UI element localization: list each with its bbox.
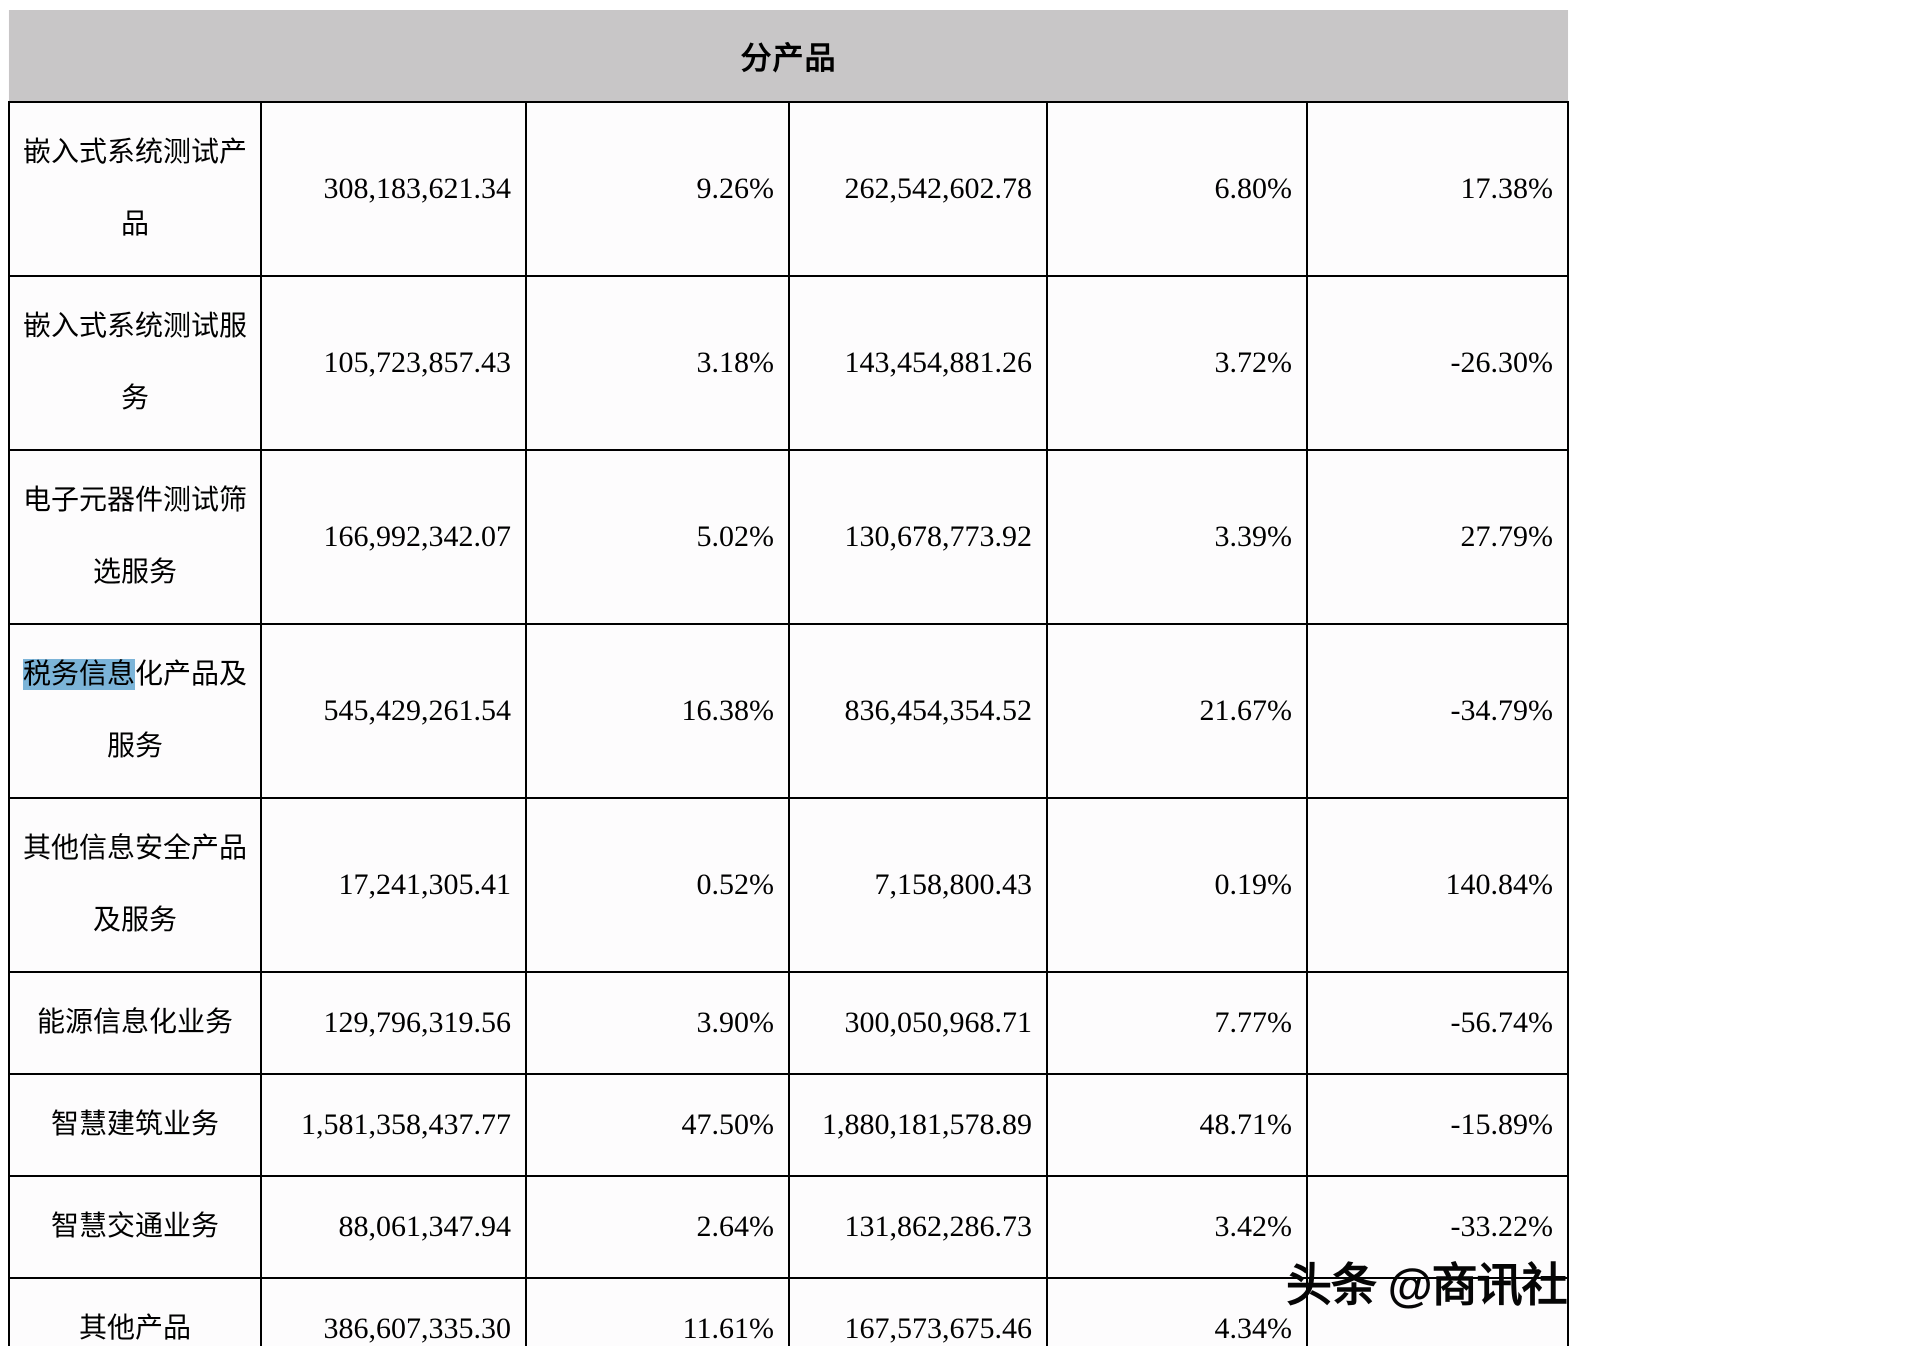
value-cell: 1,880,181,578.89 — [788, 1073, 1048, 1177]
group-header-title: 分产品 — [9, 10, 1568, 102]
value-cell: 3.42% — [1046, 1175, 1308, 1279]
watermark-text: 头条 @商讯社 — [1286, 1259, 1568, 1311]
value-cell: 545,429,261.54 — [260, 623, 527, 799]
value-cell: 308,183,621.34 — [260, 101, 527, 277]
value-cell: 5.02% — [525, 449, 790, 625]
value-cell: 4.34% — [1046, 1277, 1308, 1346]
value-cell: 836,454,354.52 — [788, 623, 1048, 799]
value-cell — [1306, 1277, 1569, 1346]
value-cell: -15.89% — [1306, 1073, 1569, 1177]
product-name-cell: 嵌入式系统测试服务 — [8, 275, 262, 451]
value-cell: 88,061,347.94 — [260, 1175, 527, 1279]
value-cell: 11.61% — [525, 1277, 790, 1346]
product-name-text: 嵌入式系统测试产品 — [22, 137, 247, 240]
value-cell: 9.26% — [525, 101, 790, 277]
value-cell: 143,454,881.26 — [788, 275, 1048, 451]
value-cell: 3.39% — [1046, 449, 1308, 625]
value-cell: 3.90% — [525, 971, 790, 1075]
value-cell: 17.38% — [1306, 101, 1569, 277]
highlighted-text: 税务信息 — [22, 659, 135, 690]
value-cell: 1,581,358,437.77 — [260, 1073, 527, 1177]
product-name-cell: 嵌入式系统测试产品 — [8, 101, 262, 277]
product-name-text: 智慧建筑业务 — [50, 1109, 219, 1140]
value-cell: 17,241,305.41 — [260, 797, 527, 973]
product-name-cell: 智慧交通业务 — [8, 1175, 262, 1279]
table-row: 电子元器件测试筛选服务 166,992,342.07 5.02% 130,678,77… — [8, 449, 1569, 625]
value-cell: 3.72% — [1046, 275, 1308, 451]
value-cell: 105,723,857.43 — [260, 275, 527, 451]
value-cell: -34.79% — [1306, 623, 1569, 799]
table-row: 智慧交通业务 88,061,347.94 2.64% 131,862,286.73 3.… — [8, 1175, 1569, 1279]
value-cell: 262,542,602.78 — [788, 101, 1048, 277]
product-name-text: 嵌入式系统测试服务 — [22, 311, 247, 414]
value-cell: -33.22% — [1306, 1175, 1569, 1279]
value-cell: 7,158,800.43 — [788, 797, 1048, 973]
table-row: 税务信息化产品及服务 545,429,261.54 16.38% 836,454,35… — [8, 623, 1569, 799]
product-name-text: 其他信息安全产品及服务 — [22, 833, 247, 936]
value-cell: 140.84% — [1306, 797, 1569, 973]
value-cell: 21.67% — [1046, 623, 1308, 799]
value-cell: 131,862,286.73 — [788, 1175, 1048, 1279]
product-name-text: 化产品及服务 — [106, 659, 248, 762]
value-cell: 7.77% — [1046, 971, 1308, 1075]
product-name-cell: 能源信息化业务 — [8, 971, 262, 1075]
product-name-cell: 其他产品 — [8, 1277, 262, 1346]
group-header-row: 分产品 — [9, 10, 1568, 102]
value-cell: 300,050,968.71 — [788, 971, 1048, 1075]
product-breakdown-table: 分产品 嵌入式系统测试产品 308,183,621.34 9.26% 262,542,… — [8, 10, 1569, 1346]
value-cell: 130,678,773.92 — [788, 449, 1048, 625]
value-cell: 167,573,675.46 — [788, 1277, 1048, 1346]
value-cell: 27.79% — [1306, 449, 1569, 625]
table-row: 嵌入式系统测试产品 308,183,621.34 9.26% 262,542,602.… — [8, 101, 1569, 277]
value-cell: 47.50% — [525, 1073, 790, 1177]
product-name-text: 智慧交通业务 — [50, 1211, 219, 1242]
table-row: 智慧建筑业务 1,581,358,437.77 47.50% 1,880,181,57… — [8, 1073, 1569, 1177]
value-cell: 3.18% — [525, 275, 790, 451]
value-cell: 386,607,335.30 — [260, 1277, 527, 1346]
product-name-cell: 其他信息安全产品及服务 — [8, 797, 262, 973]
value-cell: 0.19% — [1046, 797, 1308, 973]
product-name-text: 电子元器件测试筛选服务 — [22, 485, 247, 588]
value-cell: 166,992,342.07 — [260, 449, 527, 625]
value-cell: -26.30% — [1306, 275, 1569, 451]
product-name-cell: 智慧建筑业务 — [8, 1073, 262, 1177]
value-cell: 2.64% — [525, 1175, 790, 1279]
table-row: 能源信息化业务 129,796,319.56 3.90% 300,050,968.71… — [8, 971, 1569, 1075]
value-cell: 6.80% — [1046, 101, 1308, 277]
product-name-cell: 电子元器件测试筛选服务 — [8, 449, 262, 625]
product-name-cell: 税务信息化产品及服务 — [8, 623, 262, 799]
value-cell: 48.71% — [1046, 1073, 1308, 1177]
value-cell: 16.38% — [525, 623, 790, 799]
table-body: 嵌入式系统测试产品 308,183,621.34 9.26% 262,542,602.… — [8, 101, 1569, 1346]
value-cell: 0.52% — [525, 797, 790, 973]
table-row: 嵌入式系统测试服务 105,723,857.43 3.18% 143,454,881.… — [8, 275, 1569, 451]
value-cell: -56.74% — [1306, 971, 1569, 1075]
product-name-text: 能源信息化业务 — [36, 1007, 233, 1038]
product-name-text: 其他产品 — [78, 1313, 191, 1344]
value-cell: 129,796,319.56 — [260, 971, 527, 1075]
table-row: 其他信息安全产品及服务 17,241,305.41 0.52% 7,158,800.4… — [8, 797, 1569, 973]
table-row: 其他产品 386,607,335.30 11.61% 167,573,675.46 4.… — [8, 1277, 1569, 1346]
